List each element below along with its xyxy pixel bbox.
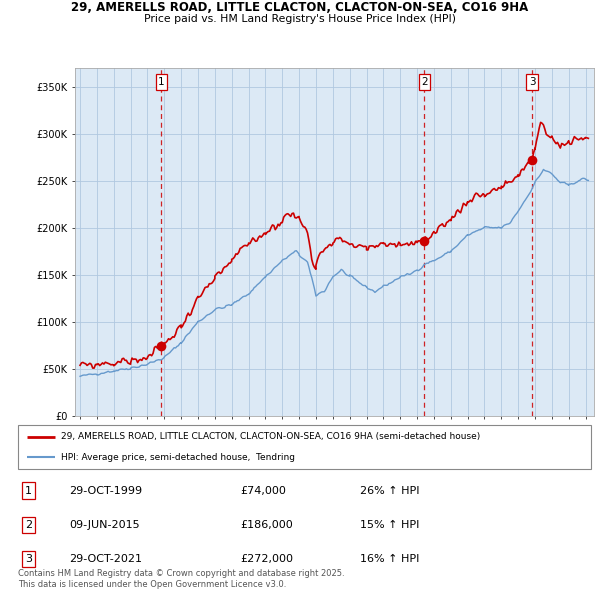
Text: 1: 1 [158,77,165,87]
Text: Contains HM Land Registry data © Crown copyright and database right 2025.
This d: Contains HM Land Registry data © Crown c… [18,569,344,589]
FancyBboxPatch shape [18,425,591,469]
Text: 29-OCT-1999: 29-OCT-1999 [69,486,142,496]
Text: 1: 1 [25,486,32,496]
Text: 09-JUN-2015: 09-JUN-2015 [69,520,140,530]
Text: 29, AMERELLS ROAD, LITTLE CLACTON, CLACTON-ON-SEA, CO16 9HA: 29, AMERELLS ROAD, LITTLE CLACTON, CLACT… [71,1,529,14]
Text: Price paid vs. HM Land Registry's House Price Index (HPI): Price paid vs. HM Land Registry's House … [144,14,456,24]
Text: 26% ↑ HPI: 26% ↑ HPI [360,486,419,496]
Text: 29, AMERELLS ROAD, LITTLE CLACTON, CLACTON-ON-SEA, CO16 9HA (semi-detached house: 29, AMERELLS ROAD, LITTLE CLACTON, CLACT… [61,432,480,441]
Text: £272,000: £272,000 [240,554,293,564]
Text: 2: 2 [421,77,428,87]
Text: £186,000: £186,000 [240,520,293,530]
Text: £74,000: £74,000 [240,486,286,496]
Text: HPI: Average price, semi-detached house,  Tendring: HPI: Average price, semi-detached house,… [61,453,295,461]
Text: 29-OCT-2021: 29-OCT-2021 [69,554,142,564]
Text: 15% ↑ HPI: 15% ↑ HPI [360,520,419,530]
Text: 3: 3 [25,554,32,564]
Text: 3: 3 [529,77,535,87]
Text: 2: 2 [25,520,32,530]
Text: 16% ↑ HPI: 16% ↑ HPI [360,554,419,564]
